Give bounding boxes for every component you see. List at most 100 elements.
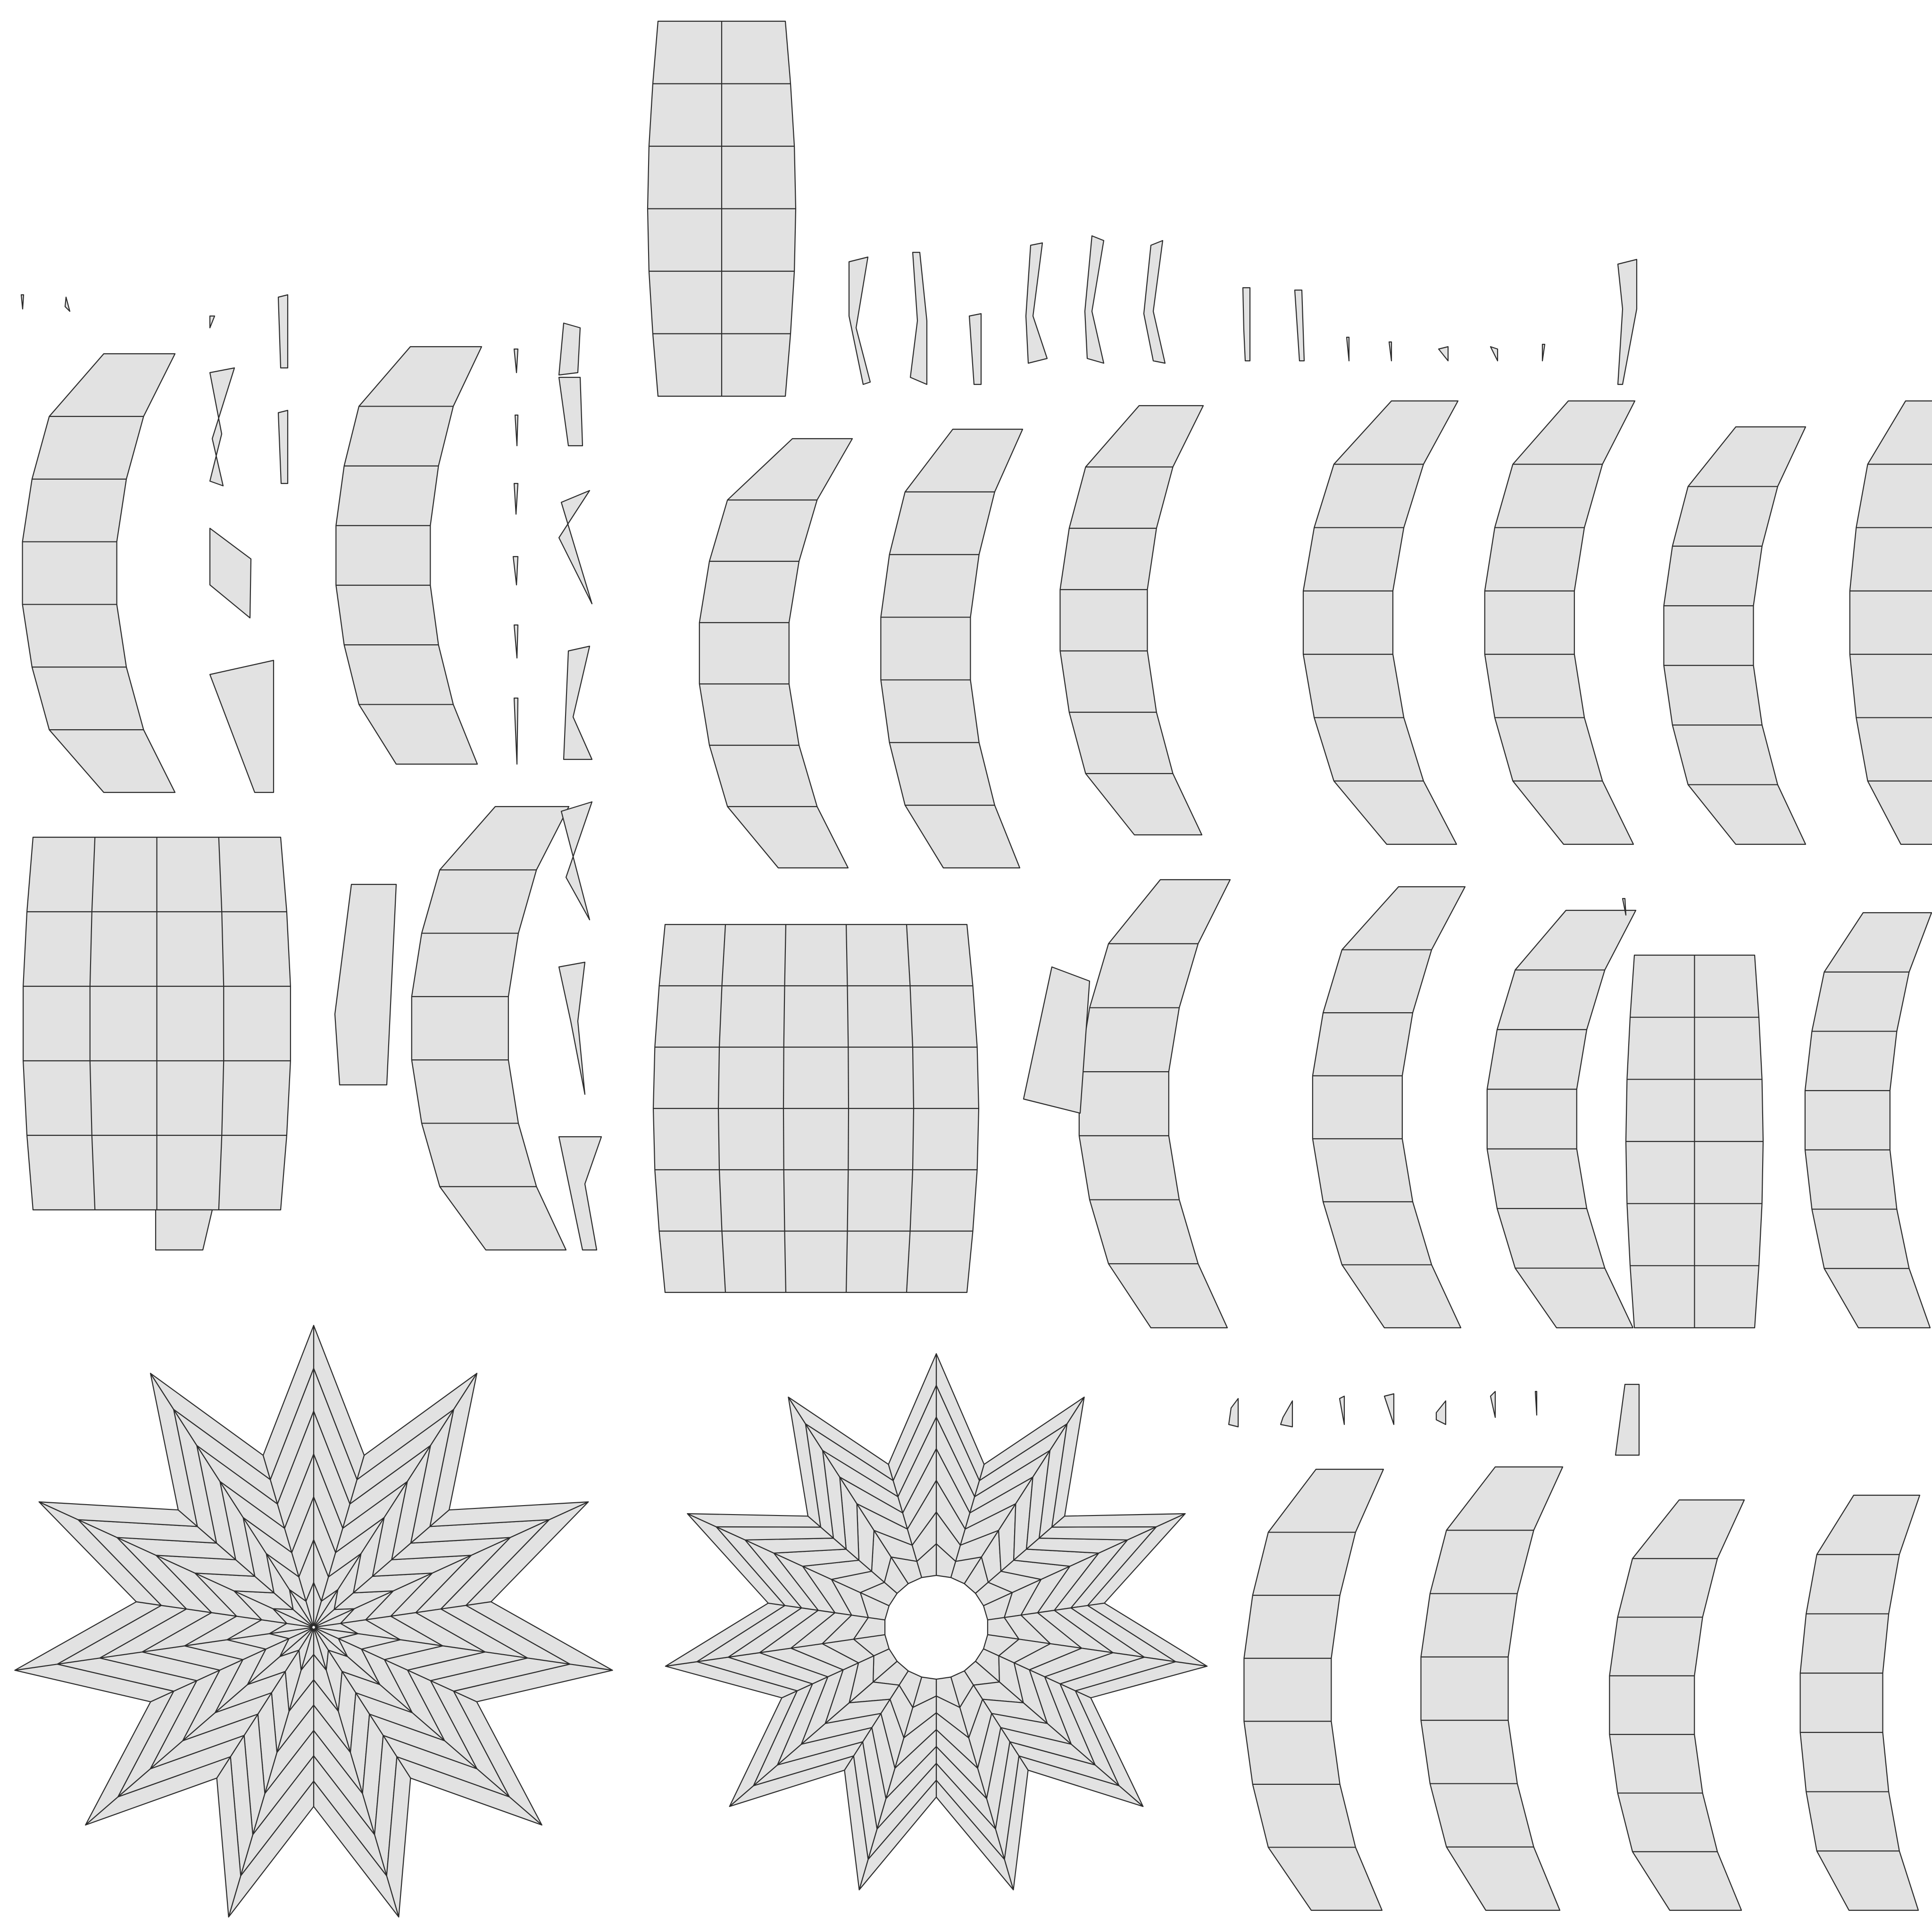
uv-shell-r1-h	[1663, 426, 1807, 845]
uv-sliver-10	[514, 414, 519, 447]
uv-edge	[89, 911, 92, 987]
uv-shell-r2-wide-tab	[155, 1209, 213, 1251]
uv-sliver	[513, 697, 519, 765]
uv-sliver	[1438, 346, 1449, 362]
uv-shell-r1-e	[1059, 405, 1204, 836]
uv-shell-r2-g	[1625, 954, 1764, 1329]
uv-shell-r3-c	[1609, 1499, 1745, 1911]
uv-shell-outline	[1799, 1494, 1921, 1911]
uv-sliver-8	[209, 659, 275, 793]
uv-sliver-30	[1346, 336, 1350, 362]
uv-edge	[91, 1135, 96, 1210]
uv-sliver-38	[1280, 1400, 1293, 1428]
uv-shell-r2-d	[1078, 879, 1231, 1329]
uv-sliver-27	[1143, 240, 1166, 364]
uv-shell-outline	[1059, 405, 1204, 836]
uv-edge	[909, 985, 914, 1048]
uv-face	[262, 1324, 315, 1480]
uv-edge	[845, 1231, 848, 1293]
uv-sliver-18	[563, 645, 593, 760]
uv-edge	[783, 1047, 784, 1109]
uv-edge	[784, 1231, 787, 1293]
uv-sliver	[1541, 343, 1546, 362]
uv-sliver-11	[513, 483, 519, 515]
uv-sliver-12	[512, 556, 519, 586]
uv-sliver	[1615, 1383, 1640, 1456]
uv-shell-outline	[699, 438, 853, 869]
uv-shell-r1-g	[1484, 400, 1636, 845]
uv-sliver-7	[209, 527, 252, 619]
uv-sliver	[558, 322, 581, 376]
uv-sliver	[1228, 1398, 1239, 1428]
uv-edge	[848, 1047, 849, 1109]
uv-sliver-33	[1490, 346, 1499, 362]
uv-shell-r1-f	[1302, 400, 1459, 845]
uv-sliver-23	[909, 251, 928, 385]
uv-edge	[848, 1108, 849, 1170]
uv-shell-r2-e	[1312, 886, 1466, 1329]
uv-shell-outline	[1849, 400, 1932, 845]
uv-sliver-4	[277, 294, 289, 369]
uv-shell-outline	[1078, 879, 1231, 1329]
uv-sliver-42	[1490, 1391, 1496, 1418]
uv-sliver-44	[1615, 1383, 1640, 1456]
uv-sliver	[1084, 235, 1105, 364]
uv-shell-r2-b-tab	[334, 883, 397, 1086]
uv-sliver	[20, 294, 25, 310]
uv-sliver	[1388, 341, 1392, 362]
uv-sliver-39	[1339, 1395, 1345, 1425]
uv-edge	[909, 1169, 914, 1232]
uv-face	[888, 1353, 937, 1481]
uv-shell-r2-wide	[22, 836, 291, 1211]
uv-sliver	[1025, 242, 1048, 364]
uv-sliver-15	[558, 322, 581, 376]
uv-sliver	[968, 313, 982, 385]
uv-edge	[221, 1060, 225, 1136]
uv-shell-outline	[880, 428, 1024, 869]
uv-edge	[218, 837, 223, 912]
uv-edge	[721, 1231, 726, 1293]
uv-sliver-2	[64, 296, 71, 312]
uv-edge	[784, 924, 787, 986]
uv-sliver-31	[1388, 341, 1392, 362]
uv-sliver	[563, 645, 593, 760]
uv-sliver-13	[513, 624, 519, 659]
uv-shell-outline	[1312, 886, 1466, 1329]
uv-sliver	[1534, 1391, 1538, 1416]
uv-sliver	[64, 296, 71, 312]
uv-sliver-35	[1617, 258, 1638, 385]
uv-sliver	[558, 961, 586, 1095]
uv-edge	[221, 911, 225, 987]
uv-sliver-29	[1294, 289, 1305, 362]
uv-shell-outline	[1486, 909, 1637, 1329]
uv-sliver	[277, 294, 289, 369]
uv-sliver-28	[1242, 287, 1251, 362]
uv-sliver	[558, 1136, 602, 1251]
uv-sliver	[513, 483, 519, 515]
uv-edge	[717, 1047, 720, 1109]
uv-sliver	[209, 659, 275, 793]
uv-sliver	[155, 1209, 213, 1251]
uv-sliver	[1143, 240, 1166, 364]
uv-shell-star-b	[665, 1353, 1208, 1890]
uv-shell-outline	[1420, 1466, 1564, 1911]
uv-edge	[912, 1047, 915, 1109]
uv-sliver	[1490, 1391, 1496, 1418]
uv-shell-r3-a	[1243, 1468, 1384, 1911]
uv-shell-outline	[1243, 1468, 1384, 1911]
uv-sliver-14	[513, 697, 519, 765]
uv-edge	[845, 924, 848, 986]
uv-sliver	[1023, 966, 1091, 1114]
uv-sliver-22	[848, 256, 871, 385]
uv-sliver-34	[1541, 343, 1546, 362]
uv-sliver-19	[560, 801, 593, 921]
uv-sliver	[558, 376, 583, 447]
uv-edge	[717, 1108, 720, 1170]
uv-sliver-17	[558, 490, 593, 605]
uv-sliver	[1490, 346, 1499, 362]
uv-sliver	[1294, 289, 1305, 362]
uv-sliver-16	[558, 376, 583, 447]
uv-edge	[783, 985, 785, 1048]
uv-shell-r2-d-tab	[1023, 966, 1091, 1114]
